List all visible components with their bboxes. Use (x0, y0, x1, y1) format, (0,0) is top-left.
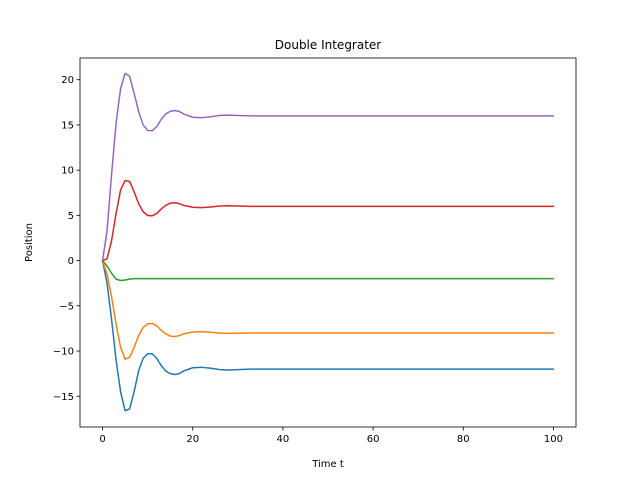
y-tick-label: 15 (61, 120, 74, 131)
chart-title: Double Integrater (275, 38, 382, 52)
series-line-2 (101, 259, 555, 360)
y-tick-label: 0 (68, 256, 74, 267)
y-tick-label: 5 (68, 211, 74, 222)
y-tick-label: −15 (53, 392, 74, 403)
y-axis-label: Position (24, 223, 35, 262)
x-tick-label: 0 (99, 434, 105, 445)
x-tick-label: 40 (277, 434, 290, 445)
y-tick-label: −5 (59, 301, 74, 312)
x-tick-label: 100 (544, 434, 563, 445)
y-tick-label: 20 (61, 75, 74, 86)
y-tick-label: −10 (53, 347, 74, 358)
x-axis-label: Time t (311, 459, 344, 470)
y-tick-label: 10 (61, 166, 74, 177)
series-line-5 (101, 72, 555, 262)
series-line-1 (101, 259, 555, 412)
x-tick-label: 80 (457, 434, 470, 445)
x-axis-ticks: 0 20 40 60 80 100 (99, 427, 563, 445)
plot-area (79, 57, 577, 428)
y-axis-ticks: −15 −10 −5 0 5 10 15 20 (53, 75, 80, 403)
series-group (101, 72, 555, 412)
x-tick-label: 20 (186, 434, 199, 445)
series-line-3 (101, 259, 555, 282)
axes-frame (79, 57, 577, 428)
series-line-4 (101, 179, 555, 262)
x-tick-label: 60 (367, 434, 380, 445)
